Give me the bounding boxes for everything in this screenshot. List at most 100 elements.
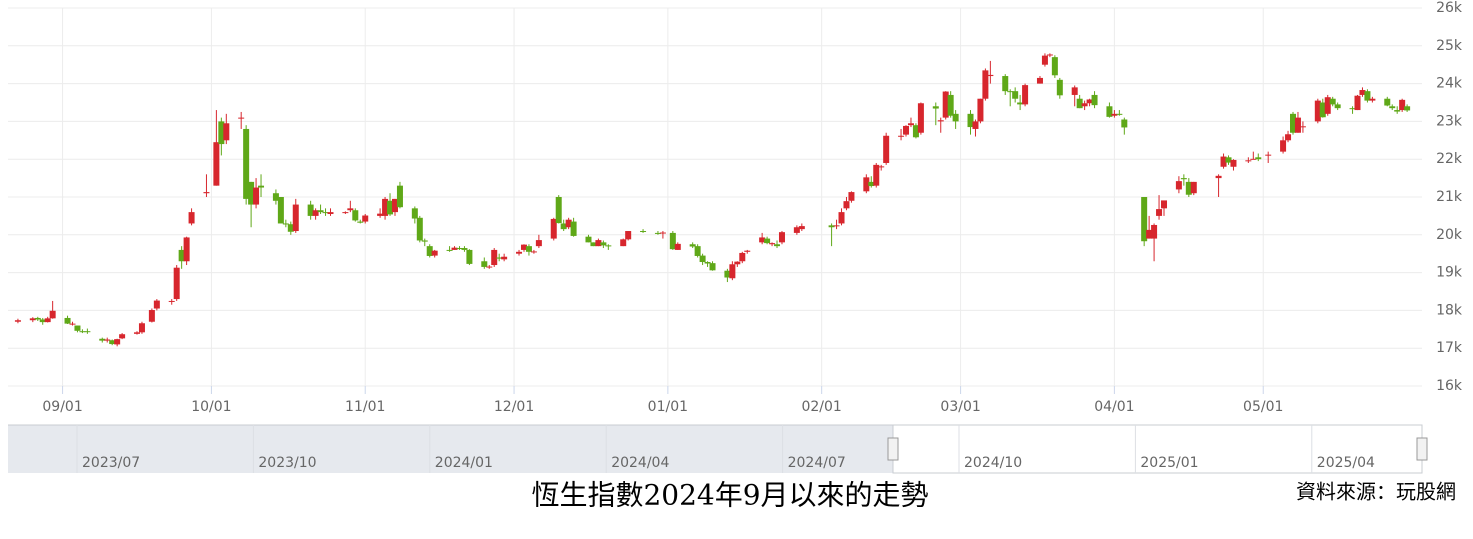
candle-body [560,223,567,230]
navigator-handle[interactable] [887,437,899,461]
candle-body [426,246,433,256]
candle-body [967,113,974,128]
candle-body [1225,157,1232,163]
x-tick-label: 11/01 [345,399,385,415]
candle-body [1314,100,1321,122]
candle-body [555,197,562,224]
navigator-handle[interactable] [1416,437,1428,461]
x-tick-label: 04/01 [1094,399,1134,415]
candle-body [1389,106,1396,109]
candle-body [937,120,944,122]
candle-body [307,204,314,216]
candle-body [1245,160,1252,162]
candle-body [64,317,71,324]
candle-body [1146,229,1153,239]
candle-body [287,224,294,232]
navigator-label: 2024/07 [788,455,846,471]
candle-body [654,232,661,234]
candle-body [1319,102,1326,118]
candle-body [357,221,364,223]
candle-body [1121,119,1128,128]
candle-body [168,300,175,302]
candle-body [605,245,612,247]
candle-body [1106,106,1113,117]
candle-body [14,320,21,322]
candle-body [873,164,880,186]
candle-body [282,223,289,225]
y-tick-label: 26k [1436,0,1463,16]
candle-body [907,123,914,126]
candle-body [44,318,51,323]
candle-body [530,251,537,253]
candle-body [744,250,751,252]
candle-body [1349,108,1356,110]
candle-body [620,239,627,247]
candle-body [1280,140,1287,152]
candle-body [769,243,776,245]
candle-body [451,247,458,250]
candle-body [1002,76,1009,92]
candle-body [496,257,503,259]
candle-body [114,339,121,345]
y-tick-label: 24k [1436,76,1463,92]
candle-body [138,323,145,333]
candle-body [734,261,741,265]
candle-body [1022,85,1029,105]
candle-body [535,240,542,247]
candle-body [29,318,36,321]
candle-body [456,248,463,250]
candle-body [585,236,592,243]
candle-body [759,237,766,243]
candle-body [491,249,498,266]
candle-body [431,250,438,256]
navigator-label: 2024/01 [435,455,493,471]
candle-body [416,217,423,241]
candle-body [396,185,403,208]
candle-body [838,212,845,224]
candle-body [248,181,255,205]
candle-body [798,226,805,230]
candle-body [669,232,676,250]
candle-body [238,117,245,119]
candle-body [570,221,577,236]
candle-body [1086,99,1093,104]
candle-body [69,323,76,325]
candle-body [674,243,681,250]
candle-body [203,192,210,194]
x-tick-label: 09/01 [42,399,82,415]
candle-body [774,244,781,247]
candle-body [1190,181,1197,194]
candle-body [501,256,508,260]
candle-body [347,208,354,211]
source: 資料來源：玩股網 [1296,480,1456,504]
candle-body [1141,197,1148,242]
candle-body [972,121,979,129]
candle-body [778,232,785,243]
candle-body [1285,134,1292,141]
candle-body [1290,113,1297,133]
candle-body [729,264,736,279]
candle-body [833,225,840,227]
candle-body [391,198,398,213]
candle-body [104,339,111,341]
candle-body [1007,91,1014,93]
candle-body [932,106,939,109]
candle-body [565,219,572,228]
candle-body [223,123,230,141]
candle-body [79,331,86,333]
candle-body [253,187,260,205]
candle-body [352,210,359,221]
candle-body [74,325,81,331]
candle-body [590,242,597,247]
y-tick-label: 20k [1436,227,1463,243]
candle-body [912,125,919,138]
candle-body [1111,113,1118,116]
candle-body [421,240,428,242]
navigator-window [892,424,1423,474]
caption: 恆生指數2024年9月以來的走勢 [531,479,928,512]
candle-body [1180,178,1187,180]
candle-body [903,125,910,135]
candle-body [148,310,155,322]
candle-body [258,185,265,188]
candle-body [1255,157,1262,160]
